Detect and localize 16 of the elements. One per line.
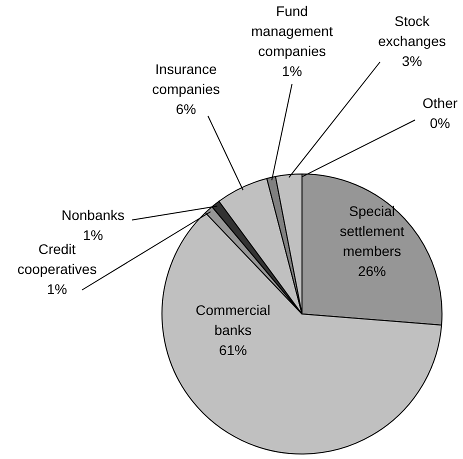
data-label: 26% <box>358 263 386 279</box>
slice-label: Insurance companies <box>152 61 220 97</box>
data-label: 3% <box>402 53 422 69</box>
data-label: 6% <box>176 101 196 117</box>
slice-label: Nonbanks <box>61 207 125 223</box>
slice-label: Special settlement members <box>340 203 404 259</box>
data-label: 1% <box>46 281 68 297</box>
category-label: Other <box>422 95 458 111</box>
data-label: 1% <box>82 227 104 243</box>
text: 0% <box>430 115 450 131</box>
data-label: 61% <box>218 342 248 358</box>
slice-label: Commercial banks <box>196 302 270 338</box>
slice-label: Stock exchanges <box>378 13 446 49</box>
data-label: 1% <box>282 63 302 79</box>
slice-label: Credit cooperatives <box>17 241 97 277</box>
slice-label: Fund management companies <box>251 3 333 59</box>
